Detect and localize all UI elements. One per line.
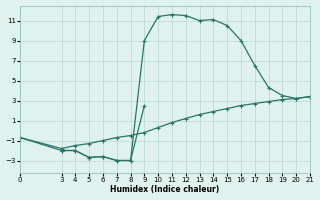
X-axis label: Humidex (Indice chaleur): Humidex (Indice chaleur) xyxy=(110,185,220,194)
